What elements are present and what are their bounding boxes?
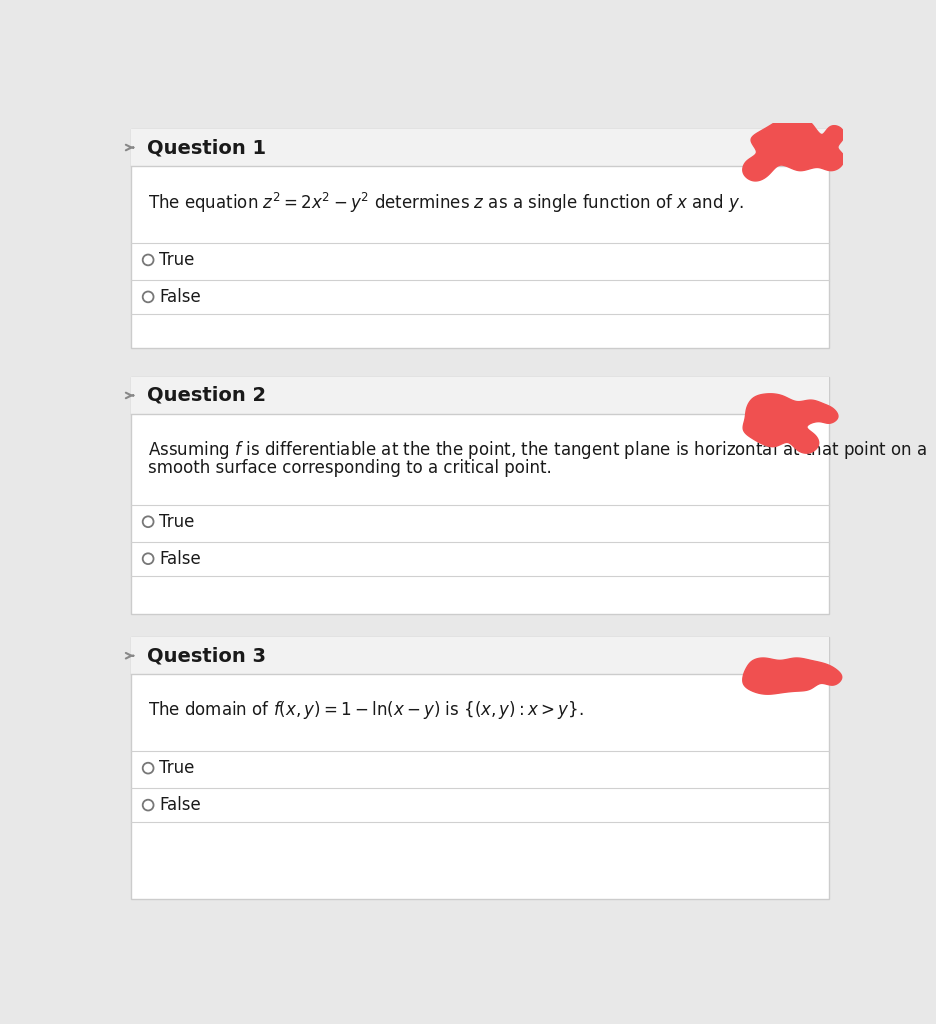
Polygon shape	[742, 117, 843, 181]
FancyBboxPatch shape	[131, 637, 827, 674]
FancyBboxPatch shape	[131, 377, 827, 414]
Text: True: True	[159, 251, 194, 269]
Text: smooth surface corresponding to a critical point.: smooth surface corresponding to a critic…	[148, 459, 551, 476]
Polygon shape	[742, 658, 841, 694]
FancyBboxPatch shape	[131, 129, 827, 166]
FancyBboxPatch shape	[131, 637, 827, 899]
Text: Question 3: Question 3	[146, 646, 265, 666]
Text: The domain of $f(x, y) = 1 - \ln(x - y)$ is $\{(x, y) : x > y\}$.: The domain of $f(x, y) = 1 - \ln(x - y)$…	[148, 698, 583, 721]
Text: False: False	[159, 550, 200, 567]
Text: Question 2: Question 2	[146, 386, 266, 404]
Text: False: False	[159, 796, 200, 814]
Text: True: True	[159, 513, 194, 530]
FancyBboxPatch shape	[131, 129, 827, 348]
Text: False: False	[159, 288, 200, 306]
Polygon shape	[742, 394, 837, 454]
Text: True: True	[159, 759, 194, 777]
Text: Question 1: Question 1	[146, 138, 266, 157]
FancyBboxPatch shape	[131, 377, 827, 614]
Text: Assuming $f$ is differentiable at the the point, the tangent plane is horizontal: Assuming $f$ is differentiable at the th…	[148, 438, 927, 461]
Text: The equation $z^2 = 2x^2 - y^2$ determines $z$ as a single function of $x$ and $: The equation $z^2 = 2x^2 - y^2$ determin…	[148, 190, 743, 215]
